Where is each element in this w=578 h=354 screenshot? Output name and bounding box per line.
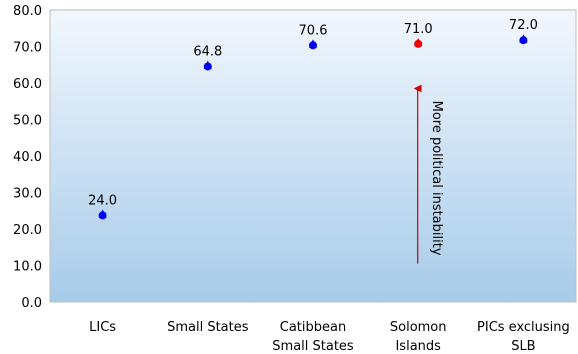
y-tick-label: 20.0 (13, 223, 42, 238)
y-tick-label: 70.0 (13, 41, 42, 56)
data-label: 70.6 (299, 23, 328, 38)
plot-area (49, 9, 577, 303)
x-category-label: Catibbean Small States (272, 320, 354, 354)
data-label: 72.0 (509, 18, 538, 33)
x-category-label: LICs (89, 320, 116, 335)
y-tick-label: 40.0 (13, 150, 42, 165)
x-category-label: Small States (167, 320, 249, 335)
x-category-label: Solomon Islands (390, 320, 447, 354)
data-point (414, 39, 423, 48)
data-point (203, 62, 212, 71)
data-point (98, 211, 107, 220)
data-point (519, 36, 528, 45)
x-category-label: PICs exclusing SLB (477, 320, 570, 354)
data-point (309, 41, 317, 50)
data-label: 71.0 (404, 22, 433, 37)
data-label: 24.0 (88, 193, 117, 208)
y-tick-label: 0.0 (21, 296, 42, 311)
y-tick-label: 30.0 (13, 187, 42, 202)
y-tick-label: 50.0 (13, 114, 42, 129)
y-tick-label: 60.0 (13, 77, 42, 92)
data-label: 64.8 (193, 44, 222, 59)
y-tick-label: 10.0 (13, 260, 42, 275)
annotation-text: More political instability (429, 101, 444, 256)
y-tick-label: 80.0 (13, 4, 42, 19)
